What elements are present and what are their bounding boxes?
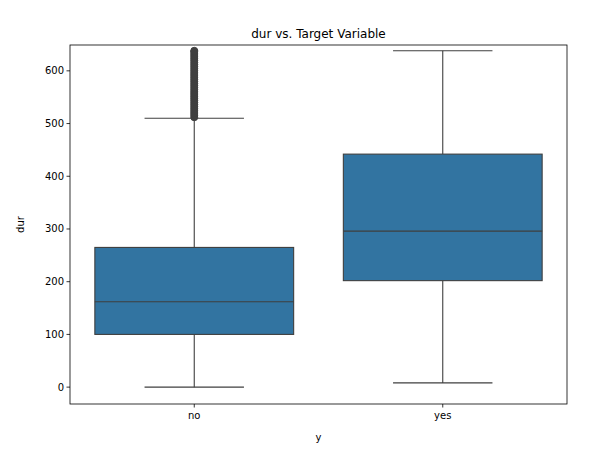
x-tick bbox=[194, 404, 195, 408]
chart: 0 100 200 300 400 500 600 no yes dur vs. Target V… bbox=[0, 0, 593, 465]
title: dur vs. Target Variable bbox=[251, 27, 385, 41]
y-tick-label: 0 bbox=[58, 382, 64, 393]
y-tick bbox=[67, 334, 71, 335]
y-tick bbox=[67, 70, 71, 71]
box bbox=[95, 247, 294, 334]
y-tick-label: 200 bbox=[45, 276, 64, 287]
cap-high bbox=[393, 50, 492, 51]
x-tick bbox=[442, 404, 443, 408]
whisker-high bbox=[442, 51, 443, 154]
y-tick-label: 600 bbox=[45, 65, 64, 76]
y-tick bbox=[67, 281, 71, 282]
y-tick-label: 300 bbox=[45, 223, 64, 234]
y-tick bbox=[67, 176, 71, 177]
axes-frame bbox=[70, 45, 567, 404]
y-tick bbox=[67, 228, 71, 229]
x-label: y bbox=[316, 432, 322, 443]
y-tick-label: 100 bbox=[45, 329, 64, 340]
cap-low bbox=[393, 382, 492, 383]
y-tick bbox=[67, 123, 71, 124]
median bbox=[343, 231, 542, 232]
y-tick-label: 500 bbox=[45, 118, 64, 129]
x-tick-label: yes bbox=[434, 410, 451, 421]
whisker-high bbox=[194, 118, 195, 247]
y-tick-label: 400 bbox=[45, 171, 64, 182]
whisker-low bbox=[442, 281, 443, 383]
y-label: dur bbox=[15, 215, 26, 233]
plot-area bbox=[95, 47, 542, 387]
cap-low bbox=[145, 387, 244, 388]
x-tick-label: no bbox=[188, 410, 200, 421]
box bbox=[343, 154, 542, 281]
whisker-low bbox=[194, 334, 195, 387]
y-tick bbox=[67, 387, 71, 388]
flier bbox=[191, 47, 198, 54]
median bbox=[95, 301, 294, 302]
